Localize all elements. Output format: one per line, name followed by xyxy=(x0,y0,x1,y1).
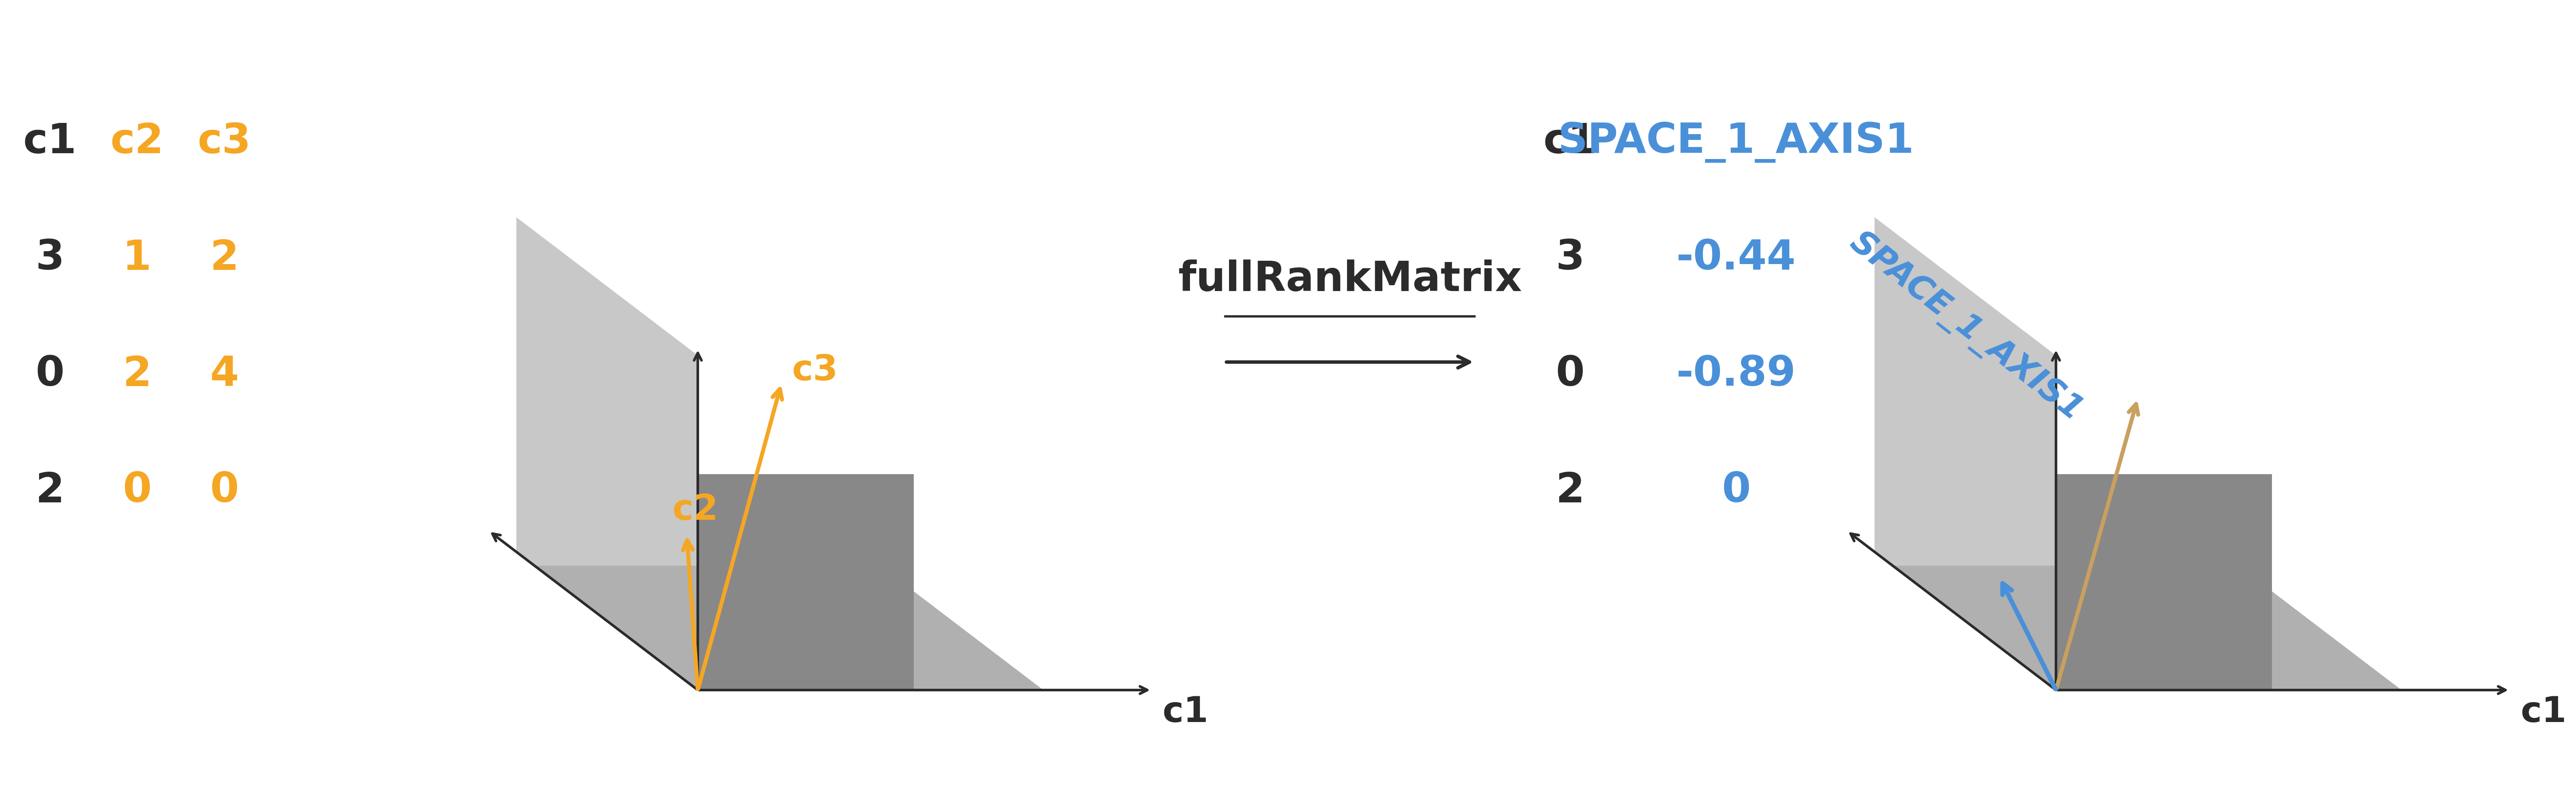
Text: 2: 2 xyxy=(1556,471,1584,511)
Text: 0: 0 xyxy=(124,471,152,511)
Text: c2: c2 xyxy=(672,492,719,527)
Text: 3: 3 xyxy=(36,238,64,279)
Polygon shape xyxy=(1893,566,2401,690)
Text: -0.44: -0.44 xyxy=(1677,238,1795,279)
Text: c1: c1 xyxy=(23,122,77,162)
Text: 3: 3 xyxy=(1556,238,1584,279)
Text: 0: 0 xyxy=(1721,471,1752,511)
Polygon shape xyxy=(515,217,698,690)
Text: -0.89: -0.89 xyxy=(1677,354,1795,395)
Polygon shape xyxy=(698,474,914,690)
Text: c1: c1 xyxy=(2519,695,2566,729)
Text: 4: 4 xyxy=(209,354,240,395)
Polygon shape xyxy=(1875,217,2056,690)
Text: c3: c3 xyxy=(791,354,837,388)
Text: 0: 0 xyxy=(36,354,64,395)
Text: 0: 0 xyxy=(1556,354,1584,395)
Text: 2: 2 xyxy=(124,354,152,395)
Text: c3: c3 xyxy=(198,122,250,162)
Text: SPACE_1_AXIS1: SPACE_1_AXIS1 xyxy=(1558,121,1914,163)
Text: c1: c1 xyxy=(1162,695,1208,729)
Text: 0: 0 xyxy=(209,471,240,511)
Text: fullRankMatrix: fullRankMatrix xyxy=(1177,259,1522,300)
Text: 2: 2 xyxy=(36,471,64,511)
Text: 1: 1 xyxy=(124,238,152,279)
Text: c1: c1 xyxy=(1543,122,1597,162)
Polygon shape xyxy=(533,566,1043,690)
Text: SPACE_1_AXIS1: SPACE_1_AXIS1 xyxy=(1844,226,2089,428)
Polygon shape xyxy=(2056,474,2272,690)
Text: 2: 2 xyxy=(209,238,240,279)
Text: c2: c2 xyxy=(111,122,165,162)
